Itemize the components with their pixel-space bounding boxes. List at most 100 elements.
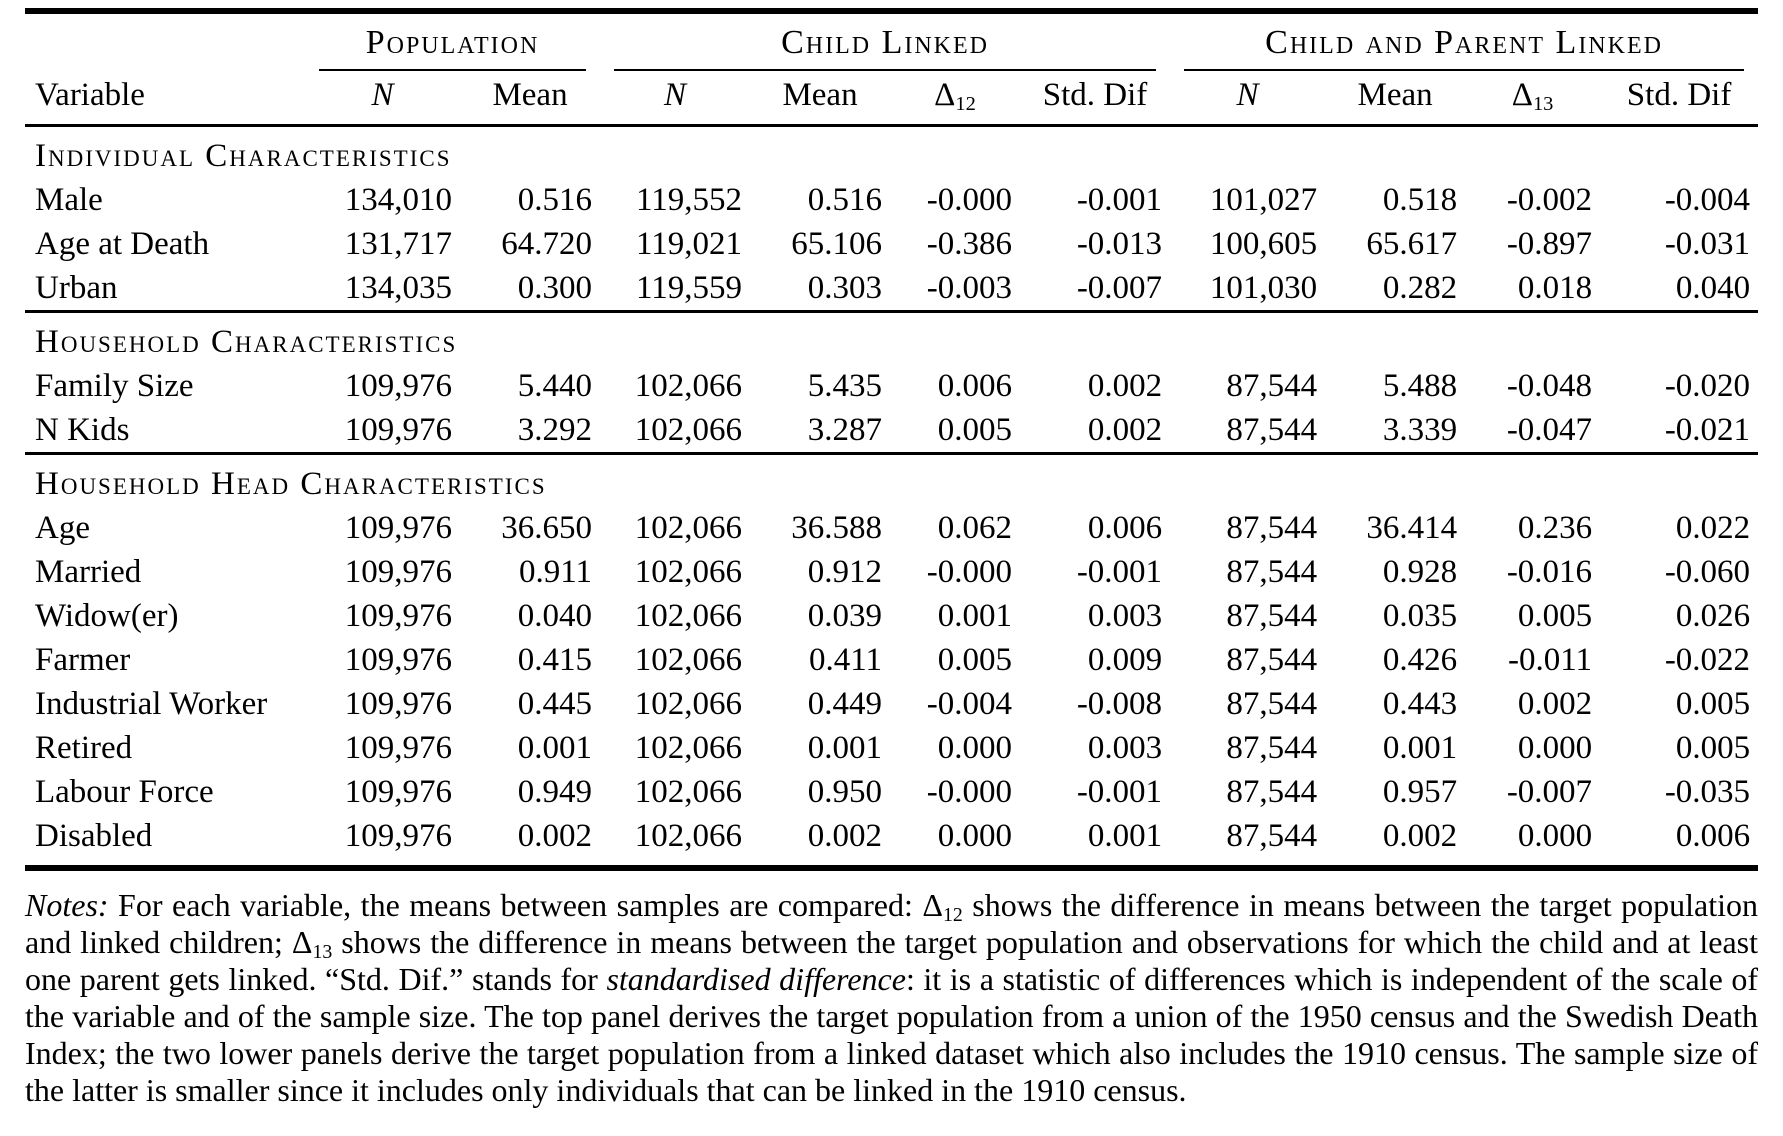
summary-statistics-table: Population Child Linked Child and Parent…	[25, 8, 1759, 871]
table-cell: -0.004	[1664, 181, 1751, 218]
table-cell: 0.000	[1517, 729, 1593, 766]
table-cell: 3.339	[1382, 411, 1458, 448]
table-cell: 5.435	[807, 367, 883, 404]
table-cell: -0.060	[1664, 553, 1751, 590]
table-cell: 87,544	[1226, 729, 1318, 766]
row-label: N Kids	[35, 411, 130, 448]
table-cell: 109,976	[344, 641, 452, 678]
table-cell: 0.518	[1382, 181, 1458, 218]
table-cell: -0.011	[1508, 641, 1593, 678]
section-header-row: Individual Characteristics	[25, 126, 1758, 179]
table-row: Age at Death 131,717 64.720 119,021 65.106 -0…	[25, 222, 1758, 266]
row-label: Married	[35, 553, 142, 590]
col-header-delta12: Δ12	[890, 71, 1021, 127]
table-cell: 87,544	[1226, 641, 1318, 678]
table-row: Industrial Worker 109,976 0.445 102,066 0.44…	[25, 682, 1758, 726]
table-cell: -0.004	[926, 685, 1013, 722]
delta-symbol: Δ12	[922, 887, 963, 926]
table-cell: -0.897	[1506, 225, 1593, 262]
table-row: Family Size 109,976 5.440 102,066 5.435 0.006…	[25, 364, 1758, 408]
table-cell: -0.003	[926, 269, 1013, 306]
col-header-mean-child: Mean	[750, 71, 891, 127]
column-group-header-row: Population Child Linked Child and Parent…	[25, 11, 1758, 71]
group-label-population: Population	[365, 24, 540, 61]
table-cell: 0.062	[937, 509, 1013, 546]
table-cell: 100,605	[1209, 225, 1318, 262]
table-cell: 134,010	[344, 181, 452, 218]
table-cell: -0.021	[1664, 411, 1751, 448]
table-cell: 3.292	[517, 411, 593, 448]
table-cell: 87,544	[1226, 597, 1318, 634]
table-cell: 0.001	[1087, 817, 1163, 854]
table-cell: 65.617	[1366, 225, 1458, 262]
table-cell: 109,976	[344, 367, 452, 404]
table-cell: -0.013	[1076, 225, 1163, 262]
table-cell: 3.287	[807, 411, 883, 448]
table-cell: 36.588	[791, 509, 883, 546]
table-cell: 87,544	[1226, 773, 1318, 810]
table-cell: 0.426	[1382, 641, 1458, 678]
table-cell: 0.516	[807, 181, 883, 218]
table-cell: 0.516	[517, 181, 593, 218]
col-header-std-dif-child-parent: Std. Dif	[1600, 71, 1759, 127]
table-row: Male 134,010 0.516 119,552 0.516 -0.000 -0.001…	[25, 178, 1758, 222]
table-cell: 0.001	[517, 729, 593, 766]
notes-italic-text: standardised difference	[606, 961, 906, 997]
table-cell: 0.912	[807, 553, 883, 590]
table-cell: 0.000	[937, 729, 1013, 766]
section-header-row: Household Head Characteristics	[25, 452, 1759, 506]
table-cell: 0.000	[1517, 817, 1593, 854]
table-cell: 36.414	[1366, 509, 1458, 546]
col-header-variable: Variable	[25, 71, 305, 127]
table-cell: 65.106	[791, 225, 883, 262]
section-title: Household Head Characteristics	[25, 452, 1759, 506]
section-title: Household Characteristics	[25, 310, 1759, 364]
group-label-child-parent-linked: Child and Parent Linked	[1265, 24, 1663, 61]
table-cell: 0.411	[808, 641, 883, 678]
notes-text: : it is a statistic of differences which…	[25, 961, 1759, 1108]
table-cell: 0.026	[1675, 597, 1751, 634]
table-notes: Notes: For each variable, the means betw…	[25, 887, 1758, 1109]
col-header-n-child: N	[600, 71, 751, 127]
table-cell: 109,976	[344, 729, 452, 766]
row-label: Family Size	[35, 367, 194, 404]
row-label: Retired	[35, 729, 133, 766]
table-cell: 0.006	[1675, 817, 1751, 854]
table-cell: 0.005	[937, 411, 1013, 448]
table-cell: 0.039	[807, 597, 883, 634]
table-cell: -0.000	[926, 773, 1013, 810]
table-cell: 0.002	[1087, 411, 1163, 448]
table-cell: 0.002	[1087, 367, 1163, 404]
table-cell: 134,035	[344, 269, 452, 306]
table-cell: 102,066	[634, 367, 743, 404]
table-cell: 131,717	[344, 225, 452, 262]
table-cell: 102,066	[634, 773, 743, 810]
table-row: Farmer 109,976 0.415 102,066 0.411 0.005 0.009…	[25, 638, 1758, 682]
table-cell: -0.007	[1506, 773, 1593, 810]
table-cell: 0.445	[517, 685, 593, 722]
table-cell: 0.005	[937, 641, 1013, 678]
table-cell: -0.000	[926, 181, 1013, 218]
table-cell: 0.415	[517, 641, 593, 678]
table-cell: 0.009	[1087, 641, 1163, 678]
table-row: Urban 134,035 0.300 119,559 0.303 -0.003 -0.00…	[25, 266, 1758, 312]
table-cell: 0.005	[1675, 685, 1751, 722]
table-cell: 0.449	[807, 685, 883, 722]
table-cell: 5.488	[1382, 367, 1458, 404]
table-row: Married 109,976 0.911 102,066 0.912 -0.000 -0.…	[25, 550, 1758, 594]
table-cell: 102,066	[634, 597, 743, 634]
table-cell: 109,976	[344, 411, 452, 448]
table-cell: 0.006	[937, 367, 1013, 404]
notes-italic-text: Notes:	[25, 887, 109, 923]
table-cell: 0.957	[1382, 773, 1458, 810]
row-label: Age	[35, 509, 90, 546]
row-label: Age at Death	[35, 225, 210, 262]
table-cell: -0.008	[1076, 685, 1163, 722]
col-header-std-dif-child: Std. Dif	[1020, 71, 1171, 127]
table-cell: -0.035	[1664, 773, 1751, 810]
table-cell: 109,976	[344, 597, 452, 634]
table-cell: 0.005	[1675, 729, 1751, 766]
table-cell: 0.001	[807, 729, 883, 766]
table-cell: -0.001	[1076, 773, 1163, 810]
table-cell: 0.018	[1517, 269, 1593, 306]
